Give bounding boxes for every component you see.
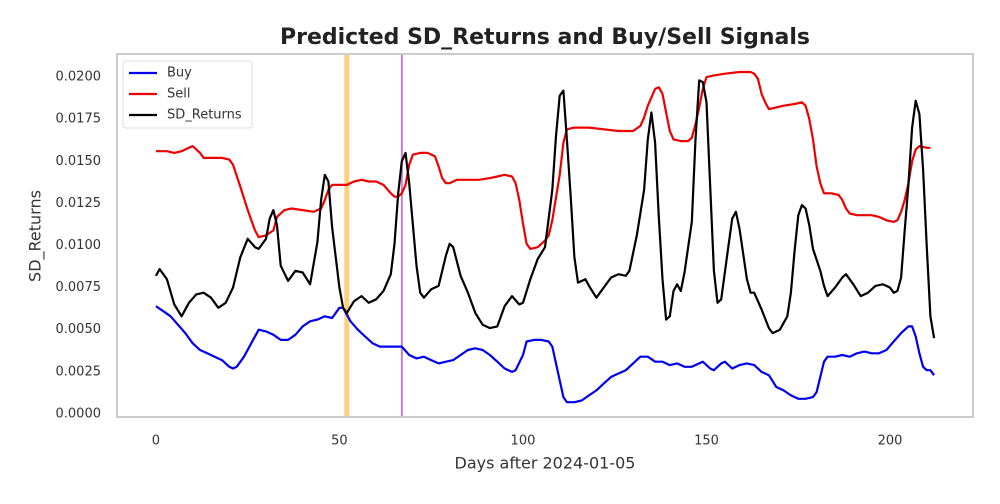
line-series (155, 70, 931, 250)
chart-title: Predicted SD_Returns and Buy/Sell Signal… (280, 25, 810, 50)
y-tick-label: 0.0050 (56, 322, 102, 337)
line-series (154, 79, 936, 339)
y-tick-label: 0.0100 (56, 238, 102, 253)
legend-label: SD_Returns (167, 108, 242, 123)
y-tick-label: 0.0000 (56, 406, 102, 421)
legend-label: Sell (167, 87, 190, 102)
y-axis-label: SD_Returns (26, 190, 46, 282)
y-tick-label: 0.0025 (56, 364, 102, 379)
x-axis-label: Days after 2024-01-05 (455, 454, 636, 473)
y-tick-label: 0.0200 (56, 70, 102, 85)
y-tick-label: 0.0075 (56, 280, 102, 295)
legend-label: Buy (167, 66, 192, 81)
x-tick-label: 50 (331, 434, 348, 449)
x-tick-label: 150 (694, 434, 719, 449)
legend-box (122, 60, 253, 129)
y-tick-label: 0.0150 (56, 154, 102, 169)
line-series (155, 305, 935, 404)
x-tick-label: 0 (152, 434, 160, 449)
x-tick-label: 100 (511, 434, 536, 449)
y-tick-label: 0.0125 (56, 196, 102, 211)
y-tick-label: 0.0175 (56, 112, 102, 127)
x-tick-label: 200 (878, 434, 903, 449)
